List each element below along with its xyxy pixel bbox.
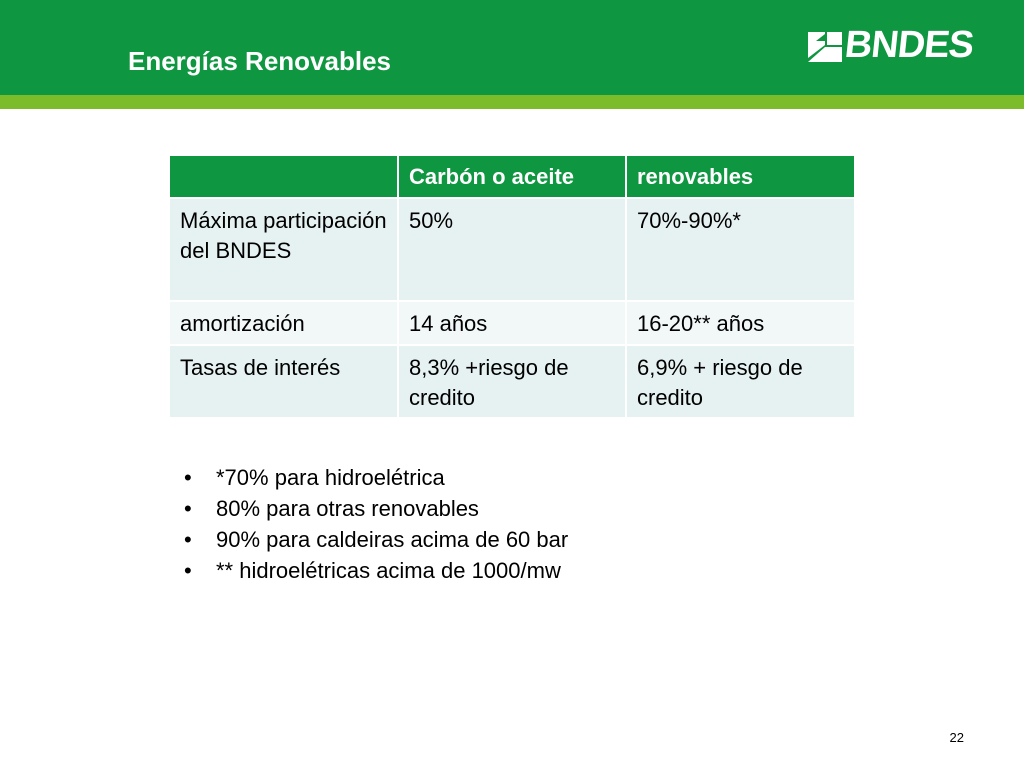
table-row: Máxima participación del BNDES 50% 70%-9… bbox=[170, 198, 854, 302]
list-item: • *70% para hidroelétrica bbox=[184, 462, 568, 493]
table-row: amortización 14 años 16-20** años bbox=[170, 301, 854, 346]
list-item-text: 80% para otras renovables bbox=[216, 496, 479, 521]
bullet-icon: • bbox=[184, 527, 192, 552]
bullet-icon: • bbox=[184, 558, 192, 583]
table-cell: 50% bbox=[398, 198, 627, 302]
logo-text: BNDES bbox=[842, 24, 976, 66]
bullet-icon: • bbox=[184, 465, 192, 490]
bndes-logo: BNDES bbox=[808, 24, 976, 66]
slide-title: Energías Renovables bbox=[128, 46, 391, 76]
header-band bbox=[0, 0, 1024, 95]
financing-conditions-table: Carbón o aceite renovables Máxima partic… bbox=[170, 156, 854, 419]
table-header-row: Carbón o aceite renovables bbox=[170, 156, 854, 199]
list-item-text: 90% para caldeiras acima de 60 bar bbox=[216, 527, 569, 552]
table-cell: 14 años bbox=[398, 301, 627, 346]
table-row: Tasas de interés 8,3% +riesgo de credito… bbox=[170, 345, 854, 419]
list-item: • ** hidroelétricas acima de 1000/mw bbox=[184, 555, 568, 586]
table-header-cell bbox=[170, 156, 399, 199]
table-cell: 8,3% +riesgo de credito bbox=[398, 345, 627, 419]
list-item-text: ** hidroelétricas acima de 1000/mw bbox=[216, 558, 561, 583]
table-cell: Tasas de interés bbox=[170, 345, 399, 419]
page-number: 22 bbox=[949, 730, 964, 745]
bullet-icon: • bbox=[184, 496, 192, 521]
table-cell: Máxima participación del BNDES bbox=[170, 198, 399, 302]
table-cell: 16-20** años bbox=[626, 301, 854, 346]
table-cell: 6,9% + riesgo de credito bbox=[626, 345, 854, 419]
table-cell: 70%-90%* bbox=[626, 198, 854, 302]
table-cell: amortización bbox=[170, 301, 399, 346]
list-item-text: *70% para hidroelétrica bbox=[216, 465, 445, 490]
table-header-cell: renovables bbox=[626, 156, 854, 199]
table-header-cell: Carbón o aceite bbox=[398, 156, 627, 199]
footnote-list: • *70% para hidroelétrica • 80% para otr… bbox=[184, 462, 568, 586]
list-item: • 80% para otras renovables bbox=[184, 493, 568, 524]
list-item: • 90% para caldeiras acima de 60 bar bbox=[184, 524, 568, 555]
header-accent-stripe bbox=[0, 95, 1024, 109]
bndes-logo-icon bbox=[808, 32, 842, 62]
